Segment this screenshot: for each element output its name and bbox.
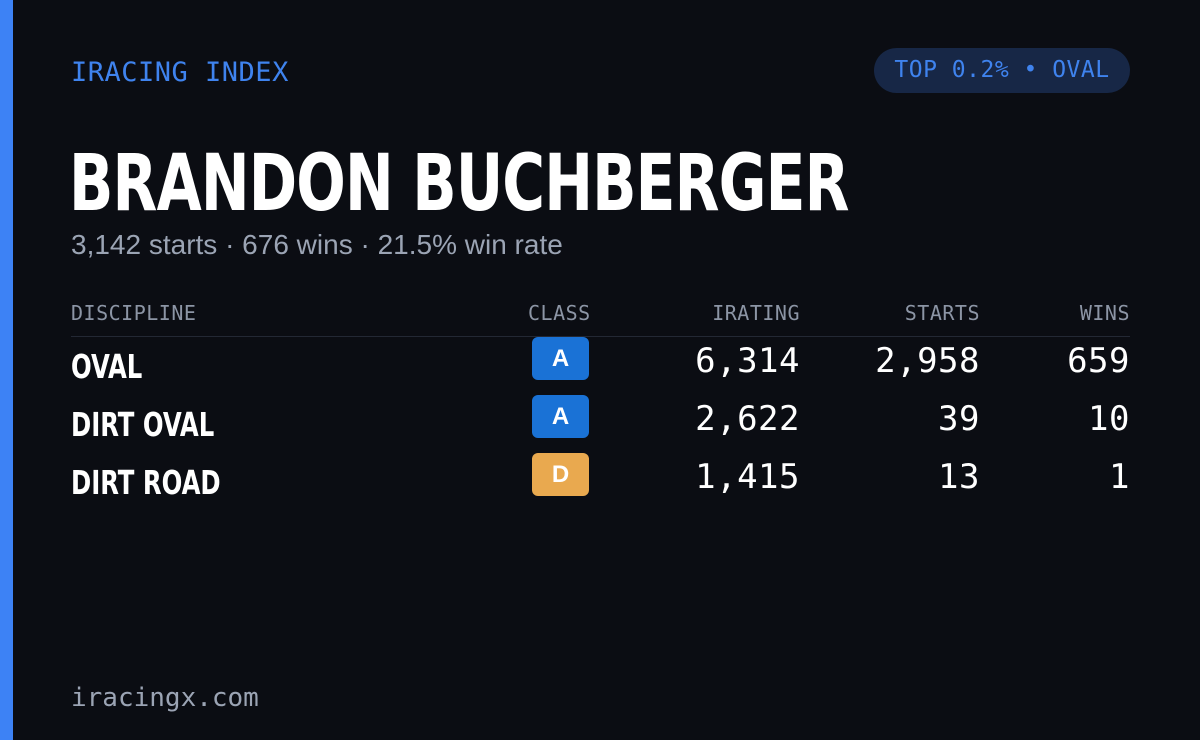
brand-title: IRACING INDEX [71,57,289,88]
table-header: DISCIPLINE CLASS IRATING STARTS WINS [71,296,1130,337]
class-badge: D [532,453,589,496]
discipline-name: DIRT OVAL [71,405,215,444]
accent-bar [0,0,13,740]
irating-value: 6,314 [695,341,800,381]
header-irating: IRATING [712,301,800,325]
wins-value: 659 [1067,341,1130,381]
irating-value: 2,622 [695,399,800,439]
irating-value: 1,415 [695,457,800,497]
wins-value: 1 [1109,457,1130,497]
table-row: DIRT ROAD D 1,415 13 1 [71,453,1130,511]
header-wins: WINS [1079,301,1130,325]
header-starts: STARTS [904,301,980,325]
driver-name: BRANDON BUCHBERGER [69,139,849,229]
footer-site-link[interactable]: iracingx.com [71,683,259,713]
stats-table: DISCIPLINE CLASS IRATING STARTS WINS OVA… [71,296,1130,511]
starts-value: 2,958 [875,341,980,381]
header-class: CLASS [528,301,591,325]
driver-summary: 3,142 starts · 676 wins · 21.5% win rate [71,229,563,260]
discipline-name: OVAL [71,347,143,386]
rank-badge: TOP 0.2% • OVAL [874,48,1130,93]
class-badge: A [532,395,589,438]
discipline-name: DIRT ROAD [71,463,221,502]
starts-value: 39 [938,399,980,439]
class-badge: A [532,337,589,380]
table-row: OVAL A 6,314 2,958 659 [71,337,1130,395]
table-row: DIRT OVAL A 2,622 39 10 [71,395,1130,453]
header-discipline: DISCIPLINE [71,301,197,325]
wins-value: 10 [1088,399,1130,439]
starts-value: 13 [938,457,980,497]
